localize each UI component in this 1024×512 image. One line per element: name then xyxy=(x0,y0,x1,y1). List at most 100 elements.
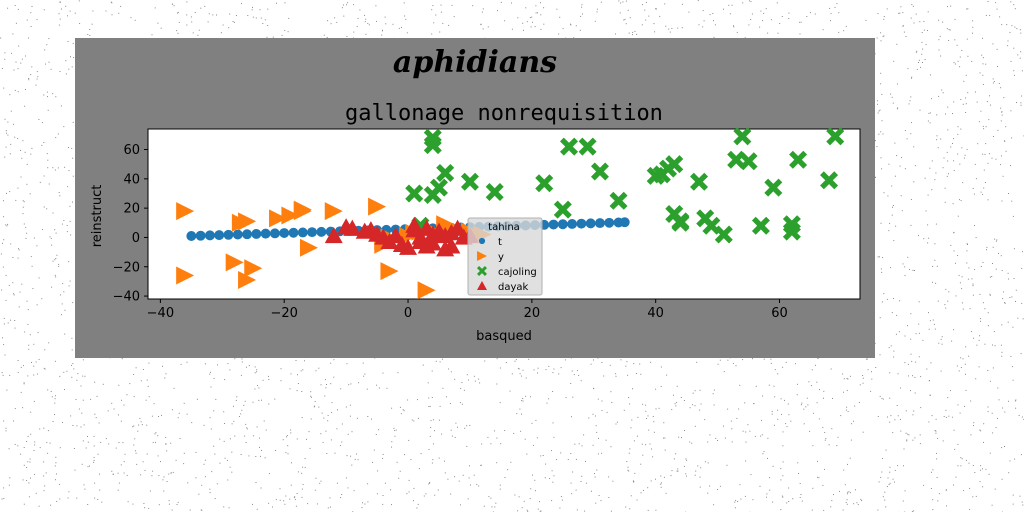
noise-dot xyxy=(782,461,784,463)
noise-dot xyxy=(998,252,999,254)
noise-dot xyxy=(956,365,958,367)
noise-dot xyxy=(788,18,790,19)
noise-dot xyxy=(894,469,896,471)
noise-dot xyxy=(896,108,898,110)
noise-dot xyxy=(537,372,538,374)
noise-dot xyxy=(402,409,404,411)
noise-dot xyxy=(192,32,194,34)
noise-dot xyxy=(598,437,599,439)
noise-dot xyxy=(517,367,519,369)
noise-dot xyxy=(1,289,3,291)
noise-dot xyxy=(200,7,202,9)
noise-dot xyxy=(532,444,534,446)
noise-dot xyxy=(972,294,974,296)
noise-dot xyxy=(264,457,266,459)
noise-dot xyxy=(274,398,276,400)
noise-dot xyxy=(770,362,772,364)
noise-dot xyxy=(650,480,652,482)
noise-dot xyxy=(367,483,369,485)
noise-dot xyxy=(733,26,735,28)
noise-dot xyxy=(43,490,45,492)
legend-marker-dayak xyxy=(477,281,487,290)
noise-dot xyxy=(59,498,61,500)
noise-dot xyxy=(336,428,338,430)
noise-dot xyxy=(241,409,243,411)
noise-dot xyxy=(38,505,40,507)
noise-dot xyxy=(616,421,618,423)
noise-dot xyxy=(99,489,101,491)
noise-dot xyxy=(272,36,274,38)
noise-dot xyxy=(632,480,634,482)
noise-dot xyxy=(4,354,6,356)
noise-dot xyxy=(671,28,673,29)
noise-dot xyxy=(892,298,894,299)
noise-dot xyxy=(3,487,5,489)
noise-dot xyxy=(162,365,163,367)
noise-dot xyxy=(525,377,527,379)
noise-dot xyxy=(212,14,214,16)
point-t xyxy=(223,229,234,240)
chart-title: gallonage nonrequisition xyxy=(345,101,663,126)
noise-dot xyxy=(938,95,940,97)
noise-dot xyxy=(55,96,57,98)
noise-dot xyxy=(227,363,229,365)
point-dayak xyxy=(343,219,362,236)
noise-dot xyxy=(953,250,955,252)
noise-dot xyxy=(742,2,744,4)
point-t xyxy=(548,219,559,230)
noise-dot xyxy=(648,429,650,431)
noise-dot xyxy=(660,386,662,387)
noise-dot xyxy=(123,461,125,463)
noise-dot xyxy=(877,416,879,417)
noise-dot xyxy=(822,484,824,486)
noise-dot xyxy=(976,344,978,346)
noise-dot xyxy=(904,266,906,268)
noise-dot xyxy=(939,35,941,37)
noise-dot xyxy=(44,368,46,370)
noise-dot xyxy=(774,396,776,398)
noise-dot xyxy=(883,35,885,37)
noise-dot xyxy=(528,358,530,360)
noise-dot xyxy=(823,509,825,511)
noise-dot xyxy=(824,468,825,470)
y-tick-label: 40 xyxy=(123,172,140,187)
noise-dot xyxy=(983,187,985,189)
noise-dot xyxy=(973,193,975,195)
noise-dot xyxy=(173,387,175,389)
noise-dot xyxy=(844,484,846,486)
noise-dot xyxy=(665,492,667,494)
noise-dot xyxy=(989,380,991,382)
noise-dot xyxy=(928,237,930,239)
noise-dot xyxy=(382,372,384,374)
noise-dot xyxy=(943,157,945,159)
noise-dot xyxy=(877,112,879,114)
noise-dot xyxy=(699,409,701,411)
noise-dot xyxy=(30,26,32,27)
figure-suptitle: aphidians xyxy=(393,45,557,80)
noise-dot xyxy=(953,484,954,486)
noise-dot xyxy=(727,359,729,361)
noise-dot xyxy=(67,15,68,17)
noise-dot xyxy=(892,102,894,104)
noise-dot xyxy=(655,478,656,480)
noise-dot xyxy=(882,36,884,38)
noise-dot xyxy=(479,382,481,384)
noise-dot xyxy=(434,430,435,432)
noise-dot xyxy=(817,357,819,359)
noise-dot xyxy=(649,443,651,445)
noise-dot xyxy=(866,358,868,360)
noise-dot xyxy=(879,395,881,397)
noise-dot xyxy=(534,479,536,481)
noise-dot xyxy=(636,499,638,501)
noise-dot xyxy=(660,482,662,484)
noise-dot xyxy=(50,68,52,70)
noise-dot xyxy=(342,4,344,6)
point-t xyxy=(567,219,578,229)
noise-dot xyxy=(923,21,925,22)
noise-dot xyxy=(647,509,649,511)
noise-dot xyxy=(699,476,701,478)
noise-dot xyxy=(12,282,14,284)
noise-dot xyxy=(696,361,698,363)
noise-dot xyxy=(407,399,409,401)
noise-dot xyxy=(592,444,594,446)
